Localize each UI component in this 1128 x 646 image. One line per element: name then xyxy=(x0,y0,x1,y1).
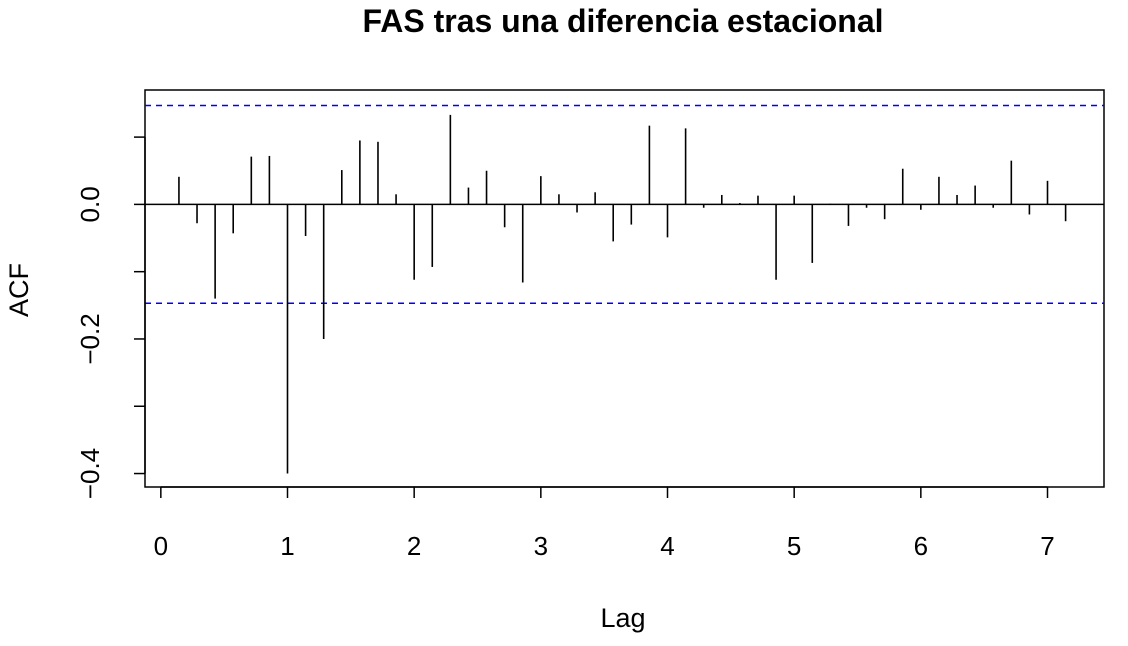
x-tick-label: 2 xyxy=(407,531,421,561)
x-tick-label: 4 xyxy=(660,531,674,561)
x-tick-label: 3 xyxy=(534,531,548,561)
y-axis: −0.4 −0.2 0.0 xyxy=(75,136,145,499)
x-tick-label: 7 xyxy=(1040,531,1054,561)
x-tick-label: 1 xyxy=(280,531,294,561)
x-axis-label: Lag xyxy=(600,603,645,633)
x-tick-label: 6 xyxy=(914,531,928,561)
y-tick-label: −0.2 xyxy=(75,313,105,364)
chart-title: FAS tras una diferencia estacional xyxy=(362,3,883,39)
acf-bars xyxy=(178,114,1067,474)
y-axis-label: ACF xyxy=(4,263,34,317)
y-tick-label: 0.0 xyxy=(75,186,105,222)
plot-frame xyxy=(144,89,1105,488)
y-tick-label: −0.4 xyxy=(75,448,105,499)
x-tick-label: 0 xyxy=(154,531,168,561)
x-tick-label: 5 xyxy=(787,531,801,561)
x-axis: 0 1 2 3 4 5 6 7 xyxy=(154,487,1055,561)
confidence-bands xyxy=(145,104,1104,305)
